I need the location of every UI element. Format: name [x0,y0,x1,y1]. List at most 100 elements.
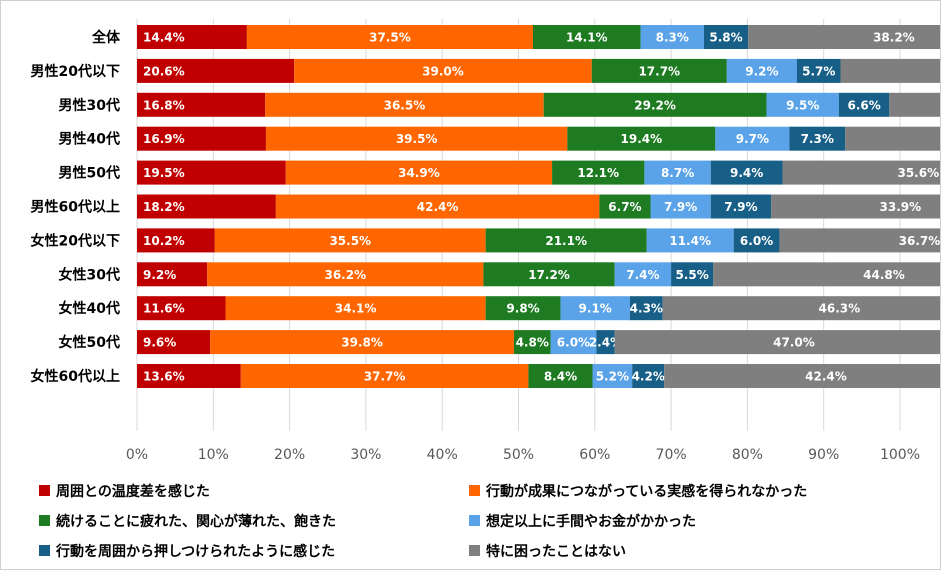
bar-segment [889,92,941,117]
legend-swatch [39,545,50,556]
data-label: 12.1% [577,166,619,180]
data-label: 7.9% [724,200,757,214]
data-label: 18.2% [143,200,185,214]
bar-segment [137,126,266,151]
legend-swatch [469,485,480,496]
bar-segment [485,296,561,321]
bar-segment [207,262,484,287]
data-label: 46.3% [819,302,861,316]
bar-segment [137,194,276,219]
category-label: 女性40代 [59,300,120,317]
bar-segment [552,160,645,185]
bar-segment [748,25,941,49]
bar-segment [646,228,734,253]
x-tick-label: 10% [198,447,229,463]
legend-label: 想定以上に手間やお金がかかった [485,513,696,530]
data-label: 9.8% [506,302,539,316]
x-tick-label: 40% [427,447,458,463]
bar-segment [632,364,665,388]
x-tick-label: 20% [274,447,305,463]
data-label: 47.0% [773,336,815,350]
bar-segment [614,262,672,287]
bar-segment [275,194,600,219]
bar-segment [137,58,295,83]
data-label: 5.2% [596,370,629,384]
bar-segment [845,126,941,151]
data-label: 36.7% [899,234,940,248]
bar-segment [567,126,716,151]
bar-segment [560,296,630,321]
data-label: 7.9% [664,200,697,214]
bar-segment [137,262,208,287]
data-label: 8.4% [544,370,577,384]
x-tick-label: 60% [579,447,610,463]
data-label: 39.5% [396,132,438,146]
bar-segment [796,58,841,83]
x-tick-label: 80% [732,447,763,463]
bar-segment [591,58,727,83]
bar-segment [592,364,633,388]
data-label: 42.4% [417,200,459,214]
category-label: 女性20代以下 [31,232,120,249]
legend-label: 行動を周囲から押しつけられたように感じた [55,543,335,560]
data-label: 4.3% [630,302,663,316]
bar-segment [664,364,941,388]
data-label: 16.8% [143,98,185,112]
legend-label: 続けることに疲れた、関心が薄れた、飽きた [56,513,336,530]
data-label: 5.7% [802,64,835,78]
bar-segment [543,92,767,117]
x-tick-label: 30% [350,447,381,463]
bar-segment [214,228,486,253]
data-label: 8.3% [656,31,689,45]
data-label: 34.9% [398,166,440,180]
data-label: 36.5% [384,98,426,112]
bar-segment [596,330,615,355]
data-label: 9.2% [143,268,176,282]
data-label: 8.7% [661,166,694,180]
category-label: 全体 [91,29,121,46]
category-labels: 全体男性20代以下男性30代男性40代男性50代男性60代以上女性20代以下女性… [31,29,121,385]
data-label: 37.5% [369,31,411,45]
bar-segment [528,364,593,388]
bar-segment [838,92,890,117]
bar-segment [240,364,529,388]
data-label: 21.1% [545,234,587,248]
bar-segment [710,160,783,185]
bar-segment [483,262,615,287]
legend-label: 周囲との温度差を感じた [56,483,210,500]
bar-segment [225,296,486,321]
data-label: 6.7% [608,200,641,214]
bar-segment [726,58,797,83]
bar-segment [137,25,247,49]
category-label: 女性30代 [59,266,120,283]
bar-segment [713,262,941,287]
data-label: 42.4% [805,370,847,384]
data-label: 13.6% [143,370,185,384]
x-tick-label: 100% [880,447,920,463]
data-label: 4.8% [516,336,549,350]
data-label: 36.2% [324,268,366,282]
legend-swatch [39,515,50,526]
bar-segment [715,126,790,151]
bar-segment [766,92,839,117]
data-label: 2.4% [589,336,622,350]
bar-segment [662,296,941,321]
category-label: 男性30代 [59,97,120,114]
bar-segment [782,160,941,185]
data-label: 20.6% [143,64,185,78]
bar-segment [137,296,226,321]
x-axis-ticks: 0% 10% 20% 30% 40% 50% 60% 70% 80% 90% 100% [126,447,920,463]
bar-segment [550,330,597,355]
bar-segment [650,194,711,219]
data-label: 9.1% [579,302,612,316]
bar-segment [265,92,544,117]
data-label: 17.2% [528,268,570,282]
bar-segment [733,228,780,253]
data-label: 9.6% [143,336,176,350]
bar-segment [703,25,749,49]
bar-segment [137,160,286,185]
bar-segment [599,194,651,219]
category-label: 男性50代 [59,165,120,182]
bar-segment [294,58,592,83]
data-label: 6.0% [557,336,590,350]
